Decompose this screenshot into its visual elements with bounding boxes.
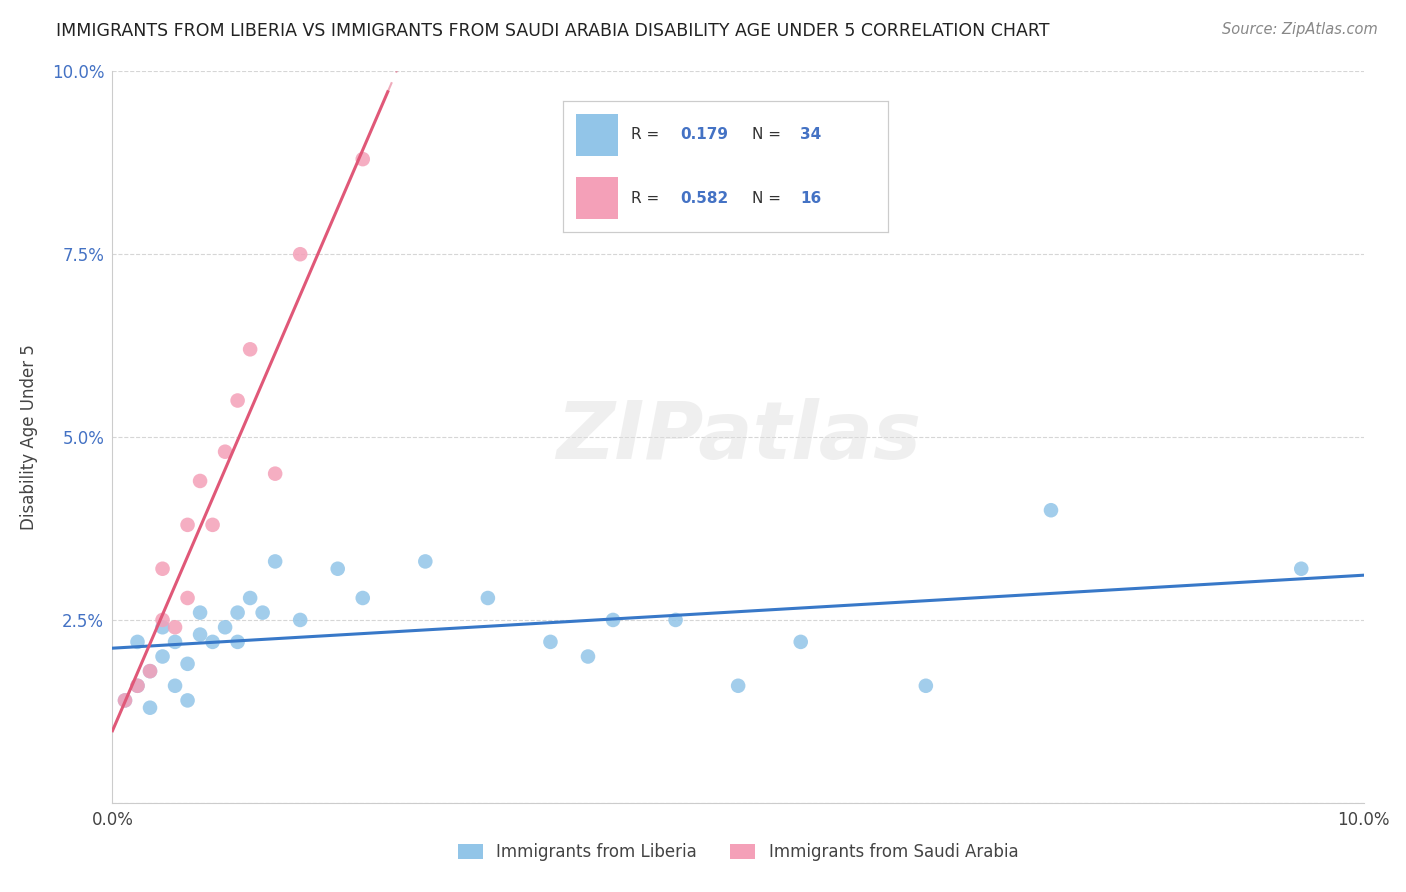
Point [326,562,349,576]
Point [352,152,374,166]
Point [477,591,499,605]
Point [176,591,198,605]
Point [152,649,174,664]
Point [226,606,249,620]
Point [264,467,287,481]
Point [163,635,186,649]
Point [201,635,224,649]
Point [727,679,749,693]
Point [152,613,174,627]
Point [226,393,249,408]
Point [114,693,136,707]
Point [139,700,162,714]
Point [188,627,211,641]
Point [139,664,162,678]
Point [1291,562,1313,576]
Point [264,554,287,568]
Text: ZIPatlas: ZIPatlas [555,398,921,476]
Point [352,591,374,605]
Point [152,620,174,634]
Text: Source: ZipAtlas.com: Source: ZipAtlas.com [1222,22,1378,37]
Point [127,679,149,693]
Point [915,679,938,693]
Point [176,657,198,671]
Point [188,474,211,488]
Point [790,635,813,649]
Point [602,613,624,627]
Point [214,444,236,458]
Point [415,554,437,568]
Point [576,649,599,664]
Point [139,664,162,678]
Point [127,679,149,693]
Point [1039,503,1063,517]
Point [664,613,686,627]
Point [152,562,174,576]
Point [176,517,198,532]
Point [176,693,198,707]
Point [114,693,136,707]
Text: IMMIGRANTS FROM LIBERIA VS IMMIGRANTS FROM SAUDI ARABIA DISABILITY AGE UNDER 5 C: IMMIGRANTS FROM LIBERIA VS IMMIGRANTS FR… [56,22,1050,40]
Point [214,620,236,634]
Point [290,247,312,261]
Y-axis label: Disability Age Under 5: Disability Age Under 5 [20,344,38,530]
Point [163,620,186,634]
Point [239,343,262,357]
Point [540,635,562,649]
Point [163,679,186,693]
Legend: Immigrants from Liberia, Immigrants from Saudi Arabia: Immigrants from Liberia, Immigrants from… [451,837,1025,868]
Point [252,606,274,620]
Point [188,606,211,620]
Point [127,635,149,649]
Point [239,591,262,605]
Point [290,613,312,627]
Point [226,635,249,649]
Point [201,517,224,532]
